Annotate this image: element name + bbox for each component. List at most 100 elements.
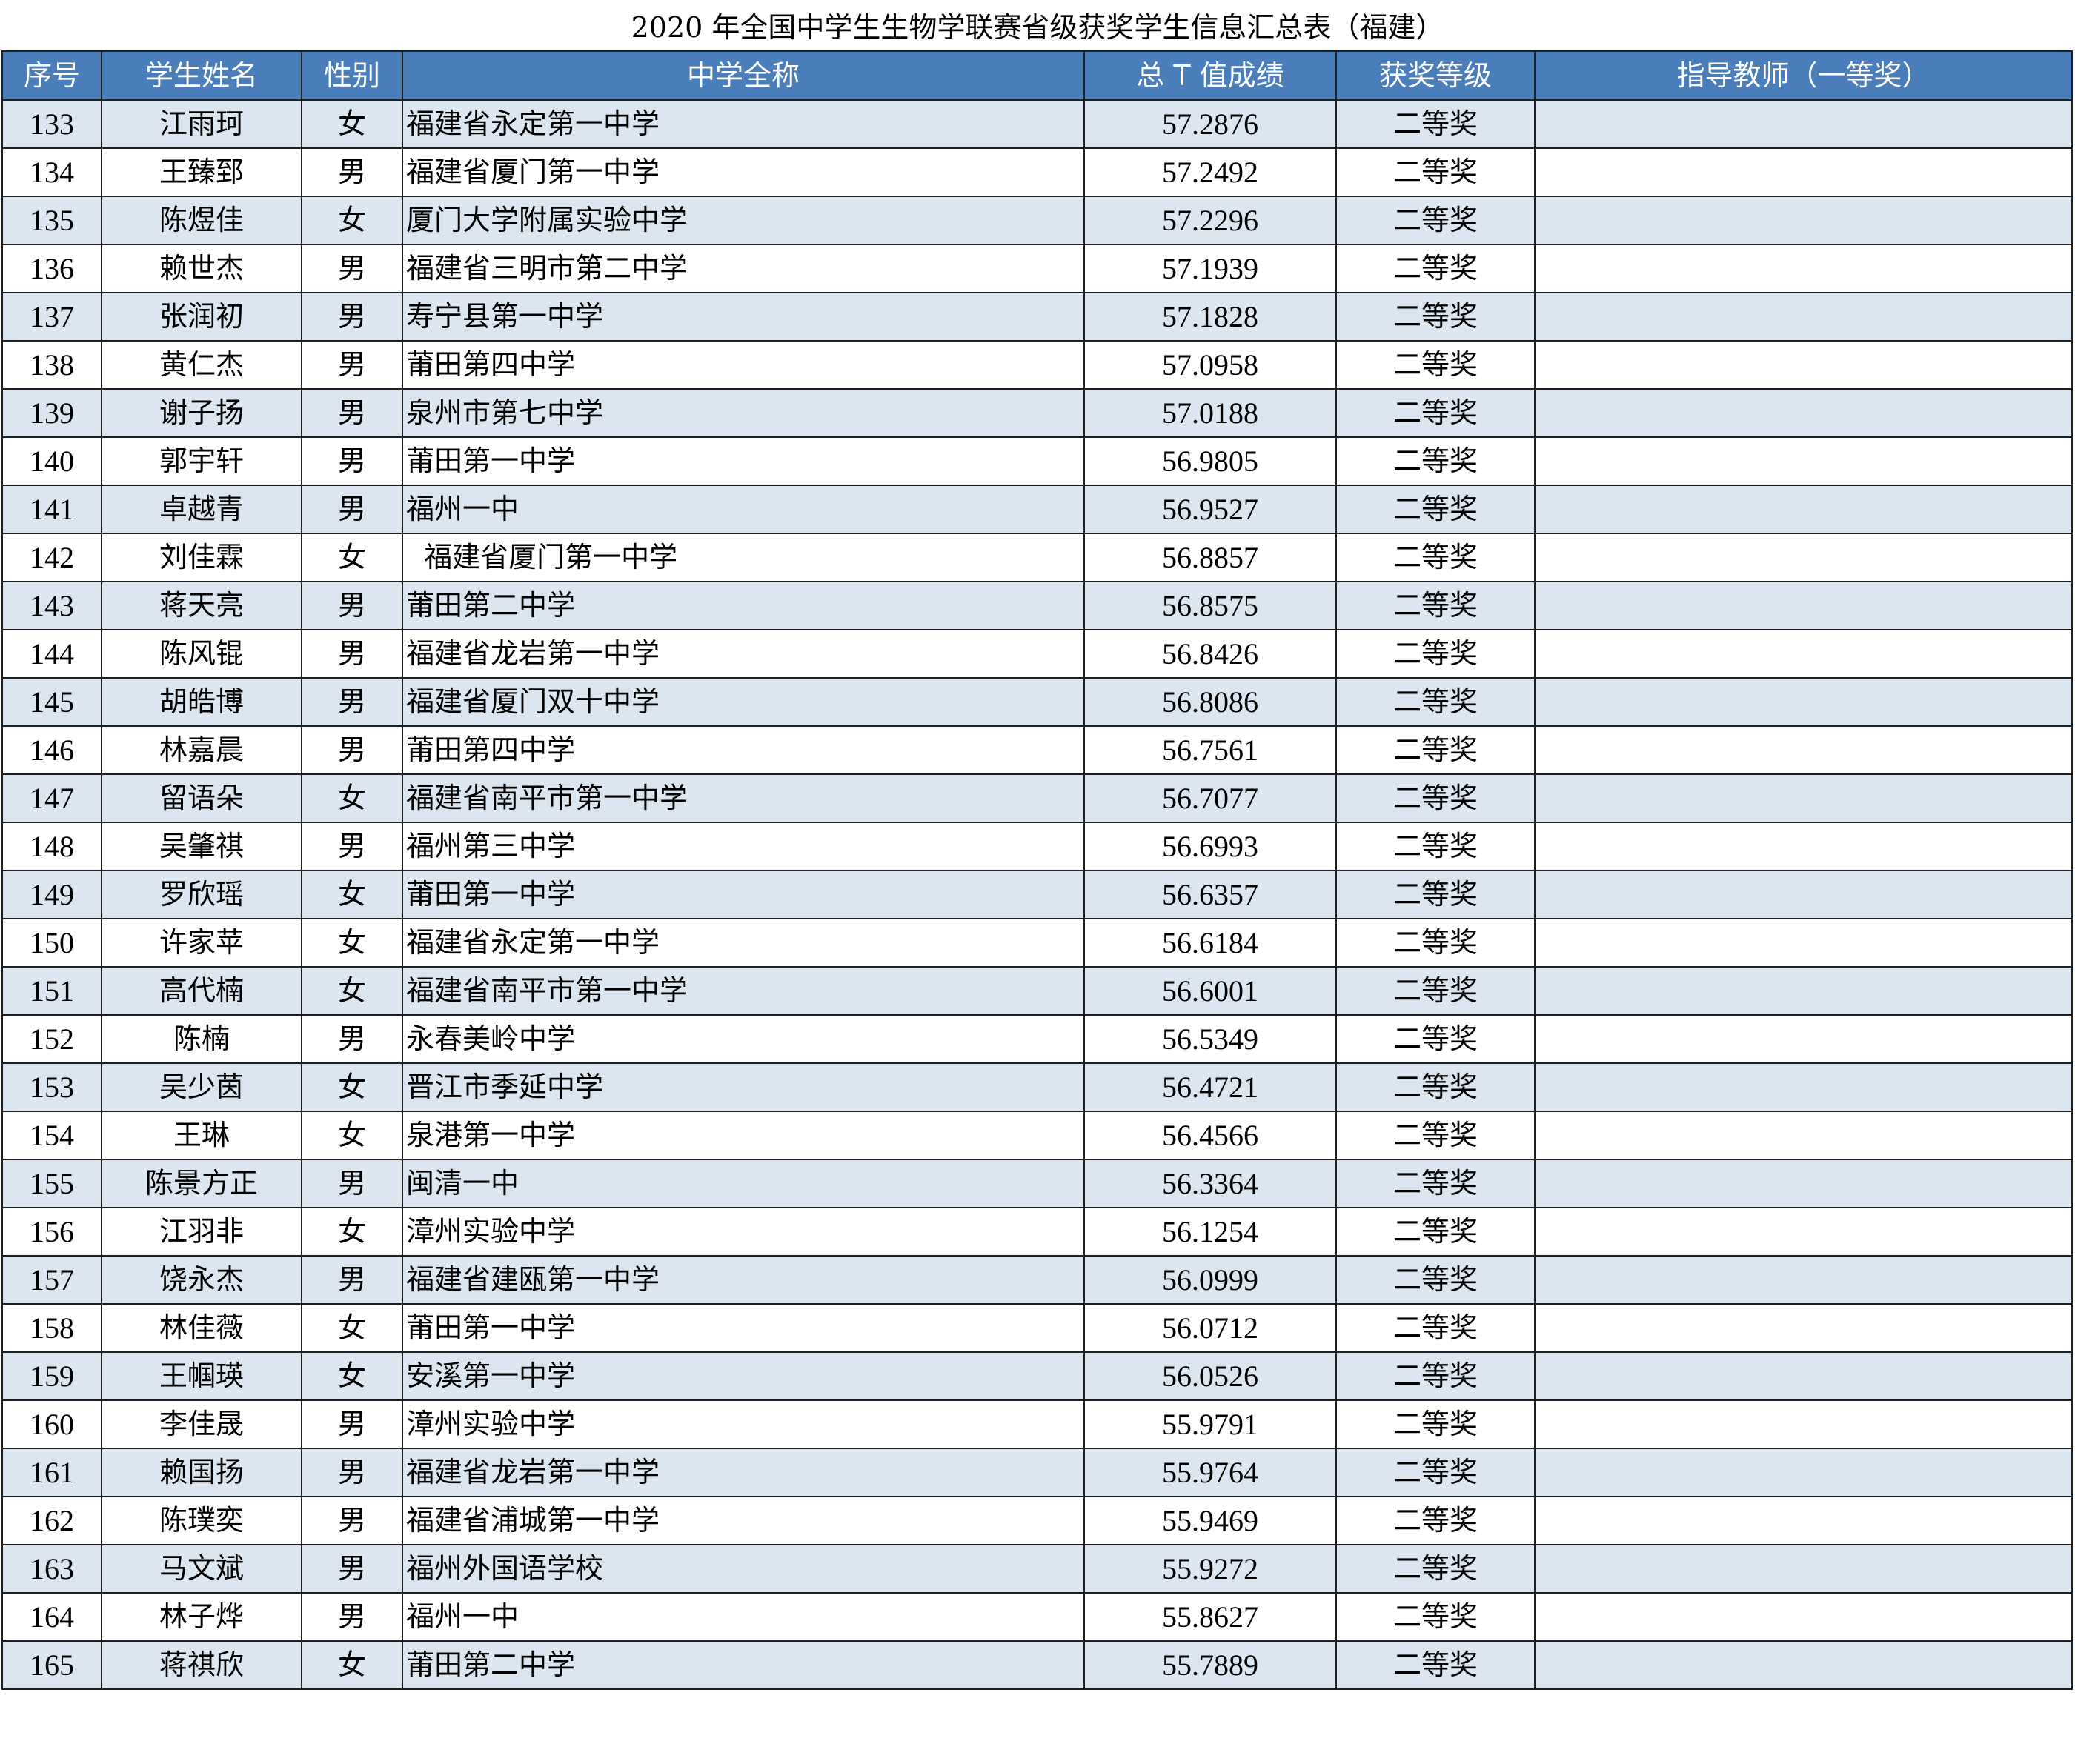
award-level-cell: 二等奖 [1335, 244, 1536, 293]
school-name-cell: 福州一中 [402, 485, 1085, 534]
teacher-cell [1534, 629, 2073, 679]
student-name-cell: 吴少茵 [101, 1062, 302, 1112]
t-score-cell: 55.9272 [1083, 1544, 1337, 1594]
teacher-cell [1534, 918, 2073, 968]
award-level-cell: 二等奖 [1335, 1062, 1536, 1112]
school-name-cell: 莆田第一中学 [402, 870, 1085, 919]
teacher-cell [1534, 1207, 2073, 1257]
gender-cell: 女 [301, 99, 403, 149]
award-level-cell: 二等奖 [1335, 629, 1536, 679]
student-name-cell: 陈风锟 [101, 629, 302, 679]
table-row: 152 陈楠男永春美岭中学 56.5349 二等奖 [1, 1014, 2073, 1064]
teacher-cell [1534, 966, 2073, 1016]
row-number-cell: 147 [1, 773, 102, 823]
school-name-cell: 安溪第一中学 [402, 1351, 1085, 1401]
row-number-cell: 145 [1, 677, 102, 727]
row-number-cell: 162 [1, 1496, 102, 1545]
teacher-cell [1534, 1592, 2073, 1642]
school-name-cell: 寿宁县第一中学 [402, 292, 1085, 342]
table-row: 147 留语朵女福建省南平市第一中学 56.7077 二等奖 [1, 773, 2073, 823]
school-name-cell: 福州第三中学 [402, 822, 1085, 871]
award-table: 序号 学生姓名 性别 中学全称 总 T 值成绩 获奖等级 指导教师（一等奖） 1… [1, 50, 2073, 1690]
table-row: 159 王帼瑛女安溪第一中学 56.0526 二等奖 [1, 1351, 2073, 1401]
student-name-cell: 高代楠 [101, 966, 302, 1016]
student-name-cell: 王臻郅 [101, 147, 302, 197]
t-score-cell: 57.1939 [1083, 244, 1337, 293]
student-name-cell: 陈楠 [101, 1014, 302, 1064]
column-header-name: 学生姓名 [101, 50, 302, 101]
row-number-cell: 156 [1, 1207, 102, 1257]
t-score-cell: 57.2296 [1083, 196, 1337, 245]
t-score-cell: 56.3364 [1083, 1159, 1337, 1208]
student-name-cell: 陈景方正 [101, 1159, 302, 1208]
row-number-cell: 146 [1, 725, 102, 775]
t-score-cell: 57.1828 [1083, 292, 1337, 342]
award-level-cell: 二等奖 [1335, 1640, 1536, 1690]
teacher-cell [1534, 99, 2073, 149]
award-level-cell: 二等奖 [1335, 918, 1536, 968]
gender-cell: 男 [301, 388, 403, 438]
teacher-cell [1534, 1448, 2073, 1497]
award-level-cell: 二等奖 [1335, 1544, 1536, 1594]
award-level-cell: 二等奖 [1335, 1111, 1536, 1160]
student-name-cell: 陈璞奕 [101, 1496, 302, 1545]
column-header-school: 中学全称 [402, 50, 1085, 101]
teacher-cell [1534, 1014, 2073, 1064]
teacher-cell [1534, 1255, 2073, 1305]
gender-cell: 男 [301, 822, 403, 871]
teacher-cell [1534, 725, 2073, 775]
teacher-cell [1534, 196, 2073, 245]
table-row: 148 吴肇祺男福州第三中学 56.6993 二等奖 [1, 822, 2073, 871]
table-row: 151 高代楠女福建省南平市第一中学 56.6001 二等奖 [1, 966, 2073, 1016]
student-name-cell: 许家苹 [101, 918, 302, 968]
award-level-cell: 二等奖 [1335, 1159, 1536, 1208]
table-row: 157 饶永杰男福建省建瓯第一中学 56.0999 二等奖 [1, 1255, 2073, 1305]
table-row: 158 林佳薇女莆田第一中学 56.0712 二等奖 [1, 1303, 2073, 1353]
teacher-cell [1534, 1159, 2073, 1208]
gender-cell: 男 [301, 1255, 403, 1305]
school-name-cell: 福建省三明市第二中学 [402, 244, 1085, 293]
school-name-cell: 莆田第二中学 [402, 581, 1085, 630]
row-number-cell: 143 [1, 581, 102, 630]
gender-cell: 男 [301, 244, 403, 293]
t-score-cell: 56.7561 [1083, 725, 1337, 775]
table-row: 156 江羽非女漳州实验中学 56.1254 二等奖 [1, 1207, 2073, 1257]
row-number-cell: 157 [1, 1255, 102, 1305]
table-row: 153 吴少茵女晋江市季延中学 56.4721 二等奖 [1, 1062, 2073, 1112]
page-title: 2020 年全国中学生生物学联赛省级获奖学生信息汇总表（福建） [631, 11, 1444, 44]
gender-cell: 男 [301, 147, 403, 197]
t-score-cell: 56.6184 [1083, 918, 1337, 968]
student-name-cell: 王帼瑛 [101, 1351, 302, 1401]
table-row: 135 陈煜佳女厦门大学附属实验中学 57.2296 二等奖 [1, 196, 2073, 245]
student-name-cell: 卓越青 [101, 485, 302, 534]
gender-cell: 女 [301, 1062, 403, 1112]
award-level-cell: 二等奖 [1335, 773, 1536, 823]
t-score-cell: 56.5349 [1083, 1014, 1337, 1064]
school-name-cell: 莆田第四中学 [402, 340, 1085, 390]
t-score-cell: 56.0712 [1083, 1303, 1337, 1353]
t-score-cell: 56.4566 [1083, 1111, 1337, 1160]
school-name-cell: 永春美岭中学 [402, 1014, 1085, 1064]
school-name-cell: 福建省南平市第一中学 [402, 966, 1085, 1016]
column-header-score: 总 T 值成绩 [1083, 50, 1337, 101]
t-score-cell: 57.2876 [1083, 99, 1337, 149]
student-name-cell: 江雨珂 [101, 99, 302, 149]
teacher-cell [1534, 244, 2073, 293]
award-level-cell: 二等奖 [1335, 1014, 1536, 1064]
table-header: 序号 学生姓名 性别 中学全称 总 T 值成绩 获奖等级 指导教师（一等奖） [1, 50, 2073, 101]
school-name-cell: 漳州实验中学 [402, 1399, 1085, 1449]
student-name-cell: 林嘉晨 [101, 725, 302, 775]
gender-cell: 男 [301, 340, 403, 390]
teacher-cell [1534, 1496, 2073, 1545]
award-level-cell: 二等奖 [1335, 1448, 1536, 1497]
table-row: 143 蒋天亮男莆田第二中学 56.8575 二等奖 [1, 581, 2073, 630]
row-number-cell: 155 [1, 1159, 102, 1208]
teacher-cell [1534, 1351, 2073, 1401]
table-body: 133 江雨珂女福建省永定第一中学 57.2876 二等奖 134 王臻郅男福建省厦门第一… [1, 99, 2073, 1690]
award-level-cell: 二等奖 [1335, 581, 1536, 630]
table-row: 134 王臻郅男福建省厦门第一中学 57.2492 二等奖 [1, 147, 2073, 197]
school-name-cell: 福州外国语学校 [402, 1544, 1085, 1594]
school-name-cell: 福建省龙岩第一中学 [402, 629, 1085, 679]
row-number-cell: 136 [1, 244, 102, 293]
column-header-no: 序号 [1, 50, 102, 101]
